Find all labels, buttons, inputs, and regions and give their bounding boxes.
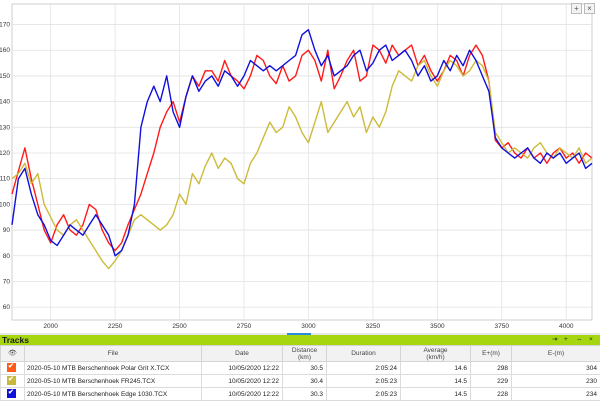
add-icon[interactable]: + <box>564 336 568 343</box>
heart-rate-chart[interactable]: 60 70 80 90 100 110 120 130 140 150 160 170 2000 2250… <box>0 0 600 334</box>
track-duration: 2:05:24 <box>326 361 401 375</box>
y-tick-label: 110 <box>0 176 10 183</box>
checkmark-icon: ✔ <box>8 376 14 384</box>
x-tick-label: 2750 <box>237 323 252 330</box>
x-tick-label: 2000 <box>43 323 58 330</box>
track-visibility-cell[interactable]: ✔ <box>0 374 25 388</box>
x-tick-label: 3250 <box>366 323 381 330</box>
track-row[interactable]: ✔ 2020-05-10 MTB Berschenhoek FR245.TCX 10… <box>0 374 600 388</box>
distance-header-label: Distance <box>291 346 318 354</box>
close-panel-icon[interactable]: × <box>589 336 593 343</box>
tracks-header-row: 👁 File Date Distance (km) Duration Averag… <box>0 345 600 362</box>
average-header-label: Average <box>423 346 448 354</box>
track-file: 2020-05-10 MTB Berschenhoek Edge 1030.TC… <box>24 387 202 401</box>
track-eminus: 230 <box>511 374 600 388</box>
elevation-chart-panel: 60 70 80 90 100 110 120 130 140 150 160 170 2000 2250… <box>0 0 600 334</box>
plot-area <box>11 3 593 321</box>
track-distance: 30.5 <box>282 361 327 375</box>
track-duration: 2:05:23 <box>326 374 401 388</box>
track-average: 14.5 <box>400 374 471 388</box>
eye-icon: 👁 <box>8 350 17 357</box>
track-checkbox[interactable]: ✔ <box>7 376 16 386</box>
track-checkbox[interactable]: ✔ <box>7 389 16 399</box>
tracks-title: Tracks <box>2 335 29 345</box>
track-row[interactable]: ✔ 2020-05-10 MTB Berschenhoek Polar Grit … <box>0 361 600 375</box>
series-line-polar-grit-x[interactable] <box>11 44 593 252</box>
track-eminus: 234 <box>511 387 600 401</box>
track-eminus: 304 <box>511 361 600 375</box>
y-tick-label: 70 <box>3 278 11 285</box>
track-distance: 30.4 <box>282 374 327 388</box>
track-date: 10/05/2020 12:22 <box>201 374 283 388</box>
track-date: 10/05/2020 12:22 <box>201 361 283 375</box>
x-tick-label: 3000 <box>301 323 316 330</box>
pin-icon[interactable]: ⇥ <box>552 336 558 343</box>
file-column-header[interactable]: File <box>24 345 202 362</box>
y-tick-label: 130 <box>0 124 10 131</box>
y-tick-label: 170 <box>0 22 10 29</box>
distance-column-header[interactable]: Distance (km) <box>282 345 327 362</box>
y-tick-label: 160 <box>0 47 10 54</box>
x-tick-label: 2250 <box>108 323 123 330</box>
date-column-header[interactable]: Date <box>201 345 283 362</box>
expand-icon[interactable]: ⇔ <box>576 336 583 343</box>
eminus-column-header[interactable]: E-(m) <box>511 345 600 362</box>
x-tick-label: 3750 <box>495 323 510 330</box>
zoom-in-button[interactable]: + <box>571 3 582 14</box>
track-eplus: 298 <box>470 361 512 375</box>
close-chart-button[interactable]: × <box>584 3 595 14</box>
y-tick-label: 120 <box>0 150 10 157</box>
y-tick-label: 100 <box>0 201 10 208</box>
average-header-unit: (km/h) <box>426 353 445 361</box>
track-average: 14.5 <box>400 387 471 401</box>
checkmark-icon: ✔ <box>8 389 14 397</box>
y-tick-label: 140 <box>0 99 10 106</box>
track-checkbox[interactable]: ✔ <box>7 363 16 373</box>
series-line-edge-1030[interactable] <box>11 29 593 257</box>
y-tick-label: 60 <box>3 304 11 311</box>
x-tick-label: 3500 <box>430 323 445 330</box>
track-duration: 2:05:23 <box>326 387 401 401</box>
track-file: 2020-05-10 MTB Berschenhoek Polar Grit X… <box>24 361 202 375</box>
visibility-column-header[interactable]: 👁 <box>0 345 25 362</box>
track-distance: 30.3 <box>282 387 327 401</box>
average-column-header[interactable]: Average (km/h) <box>400 345 471 362</box>
track-row[interactable]: ✔ 2020-05-10 MTB Berschenhoek Edge 1030.T… <box>0 387 600 401</box>
track-visibility-cell[interactable]: ✔ <box>0 387 25 401</box>
track-visibility-cell[interactable]: ✔ <box>0 361 25 375</box>
track-average: 14.6 <box>400 361 471 375</box>
distance-header-unit: (km) <box>298 353 311 361</box>
y-tick-label: 150 <box>0 73 10 80</box>
track-eplus: 228 <box>470 387 512 401</box>
x-tick-label: 4000 <box>559 323 574 330</box>
tracks-panel: Tracks ⇥ + ⇔ × 👁 File Date Distance (km) … <box>0 335 600 401</box>
y-tick-label: 90 <box>3 227 11 234</box>
track-eplus: 229 <box>470 374 512 388</box>
tracks-header: Tracks ⇥ + ⇔ × <box>0 335 600 345</box>
eplus-column-header[interactable]: E+(m) <box>470 345 512 362</box>
duration-column-header[interactable]: Duration <box>326 345 401 362</box>
y-tick-label: 80 <box>3 253 11 260</box>
tracks-table: 👁 File Date Distance (km) Duration Averag… <box>0 345 600 401</box>
x-tick-label: 2500 <box>172 323 187 330</box>
checkmark-icon: ✔ <box>8 363 14 371</box>
track-file: 2020-05-10 MTB Berschenhoek FR245.TCX <box>24 374 202 388</box>
track-date: 10/05/2020 12:22 <box>201 387 283 401</box>
